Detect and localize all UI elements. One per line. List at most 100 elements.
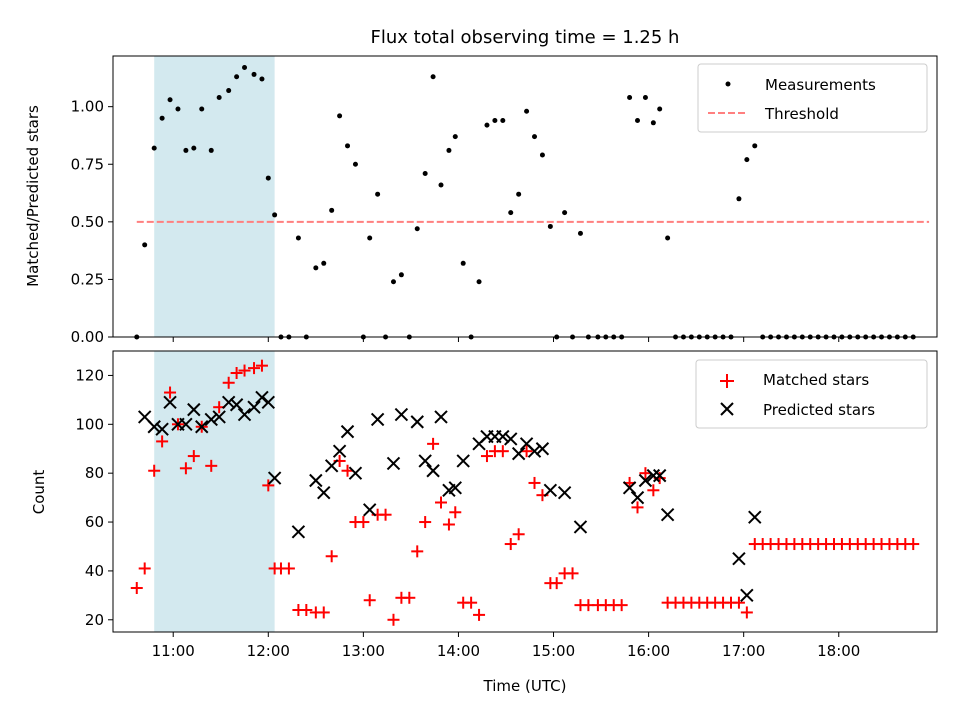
matched-point xyxy=(148,464,161,477)
x-tick-label: 15:00 xyxy=(532,642,575,660)
measurement-point xyxy=(390,279,396,285)
matched-point xyxy=(255,359,268,372)
y-tick-label: 100 xyxy=(75,415,104,433)
measurement-point xyxy=(398,272,404,278)
matched-point xyxy=(419,516,432,529)
y-tick-label: 80 xyxy=(85,464,104,482)
predicted-point xyxy=(456,454,470,468)
matched-point xyxy=(647,484,660,497)
matched-point xyxy=(179,462,192,475)
measurement-point xyxy=(484,122,490,128)
predicted-point xyxy=(543,483,558,497)
matched-point xyxy=(427,437,440,450)
matched-point xyxy=(156,435,169,448)
matched-point xyxy=(387,613,400,626)
measurement-point xyxy=(259,76,265,82)
measurement-point xyxy=(321,260,327,266)
matched-point xyxy=(732,596,745,609)
measurement-point xyxy=(438,182,444,188)
predicted-point xyxy=(660,508,675,522)
matched-point xyxy=(325,550,338,563)
predicted-point xyxy=(212,410,226,424)
predicted-point xyxy=(348,466,363,480)
plot-frame xyxy=(112,350,938,633)
measurement-point xyxy=(175,106,181,112)
predicted-point xyxy=(363,503,377,517)
matched-point xyxy=(282,562,295,575)
legend-label-measurements: Measurements xyxy=(765,76,876,94)
measurement-point xyxy=(532,134,538,140)
x-axis-label: Time (UTC) xyxy=(483,677,567,695)
matched-point xyxy=(138,562,151,575)
measurement-point xyxy=(657,106,663,112)
matched-point xyxy=(411,545,424,558)
top-panel: 0.00 0.25 0.50 0.75 1.00 Flux total observin… xyxy=(24,27,938,346)
predicted-point xyxy=(309,473,323,488)
y-axis: 20 40 60 80 100 120 xyxy=(75,366,113,629)
measurement-point xyxy=(226,88,232,94)
matched-point xyxy=(615,599,628,612)
x-tick-label: 11:00 xyxy=(152,642,195,660)
x-tick-label: 12:00 xyxy=(247,642,290,660)
matched-point xyxy=(238,364,251,377)
matched-point xyxy=(357,516,370,529)
measurement-point xyxy=(159,115,165,121)
measurement-point xyxy=(752,143,758,149)
measurement-point xyxy=(199,106,205,112)
matched-point xyxy=(403,591,416,604)
y-tick-label: 0.25 xyxy=(71,270,104,288)
x-tick-label: 14:00 xyxy=(437,642,480,660)
y-tick-label: 20 xyxy=(85,611,104,629)
x-tick-label: 17:00 xyxy=(722,642,765,660)
legend-label-matched: Matched stars xyxy=(763,371,869,389)
legend: Measurements Threshold xyxy=(697,63,928,133)
measurement-point xyxy=(562,210,568,216)
measurement-point xyxy=(539,152,545,158)
matched-point xyxy=(465,596,478,609)
predicted-point xyxy=(261,395,275,410)
predicted-point xyxy=(370,412,385,427)
y-axis-label: Matched/Predicted stars xyxy=(24,105,42,287)
measurement-point xyxy=(295,235,301,241)
y-tick-label: 0.00 xyxy=(71,328,104,346)
predicted-point xyxy=(332,444,347,458)
measurement-point xyxy=(492,117,498,123)
legend-box xyxy=(697,63,928,133)
highlight-span xyxy=(154,56,275,337)
matched-point xyxy=(512,528,525,541)
matched-point xyxy=(363,594,376,607)
measurement-point xyxy=(234,74,240,80)
matched-point xyxy=(130,582,143,595)
matched-point xyxy=(740,606,753,619)
predicted-point xyxy=(535,442,550,456)
legend-label-threshold: Threshold xyxy=(764,105,839,123)
measurement-point xyxy=(635,117,641,123)
measurement-point xyxy=(736,196,742,202)
matched-point xyxy=(435,496,448,509)
measurement-point xyxy=(208,147,214,153)
matched-point xyxy=(473,608,486,621)
measurement-point xyxy=(251,71,257,77)
measurement-point xyxy=(352,161,358,167)
predicted-point xyxy=(418,454,432,468)
predicted-point xyxy=(237,407,252,422)
measurement-point xyxy=(577,230,583,236)
predicted-point xyxy=(504,432,518,446)
measurement-point xyxy=(627,94,633,100)
measurement-point xyxy=(446,147,452,153)
matched-point xyxy=(317,606,330,619)
measurement-point xyxy=(142,242,148,248)
matched-point xyxy=(222,376,235,389)
predicted-point xyxy=(527,444,542,458)
legend-box xyxy=(695,359,928,429)
predicted-point xyxy=(247,400,261,414)
matched-point xyxy=(496,445,509,458)
predicted-point xyxy=(622,481,637,495)
predicted-point xyxy=(732,551,746,566)
predicted-point xyxy=(740,588,754,603)
legend: Matched stars Predicted stars xyxy=(695,359,928,429)
matched-point xyxy=(449,506,462,519)
measurement-point xyxy=(191,145,197,151)
measurement-point xyxy=(430,74,436,80)
